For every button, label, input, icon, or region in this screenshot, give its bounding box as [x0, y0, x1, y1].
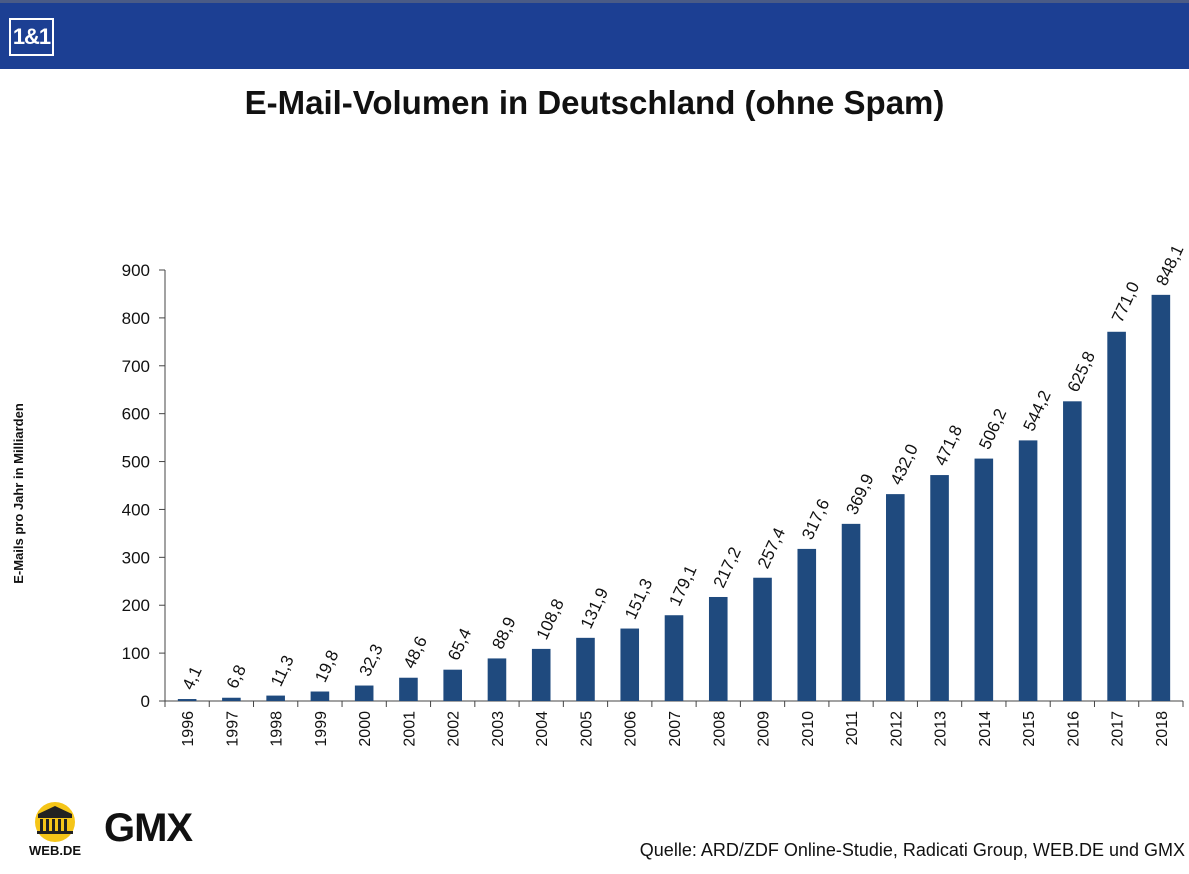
bar-2002 — [443, 669, 462, 701]
x-tick-label-1997: 1997 — [224, 711, 241, 747]
bar-2010 — [797, 548, 817, 701]
x-tick-label-2000: 2000 — [357, 711, 374, 747]
bar-2014 — [974, 458, 994, 701]
x-tick-label-2005: 2005 — [578, 711, 595, 747]
bar-2001 — [399, 677, 418, 701]
y-tick-label: 300 — [122, 548, 150, 567]
data-label-2003: 88,9 — [488, 614, 519, 652]
x-tick-label-1999: 1999 — [313, 711, 330, 747]
data-label-2007: 179,1 — [665, 562, 700, 609]
data-label-2015: 544,2 — [1019, 387, 1054, 434]
bar-2009 — [753, 577, 772, 701]
y-axis-title: E-Mails pro Jahr in Milliarden — [11, 403, 26, 584]
x-tick-label-2011: 2011 — [844, 711, 861, 746]
y-tick-label: 600 — [122, 405, 150, 424]
data-label-2018: 848,1 — [1152, 242, 1187, 289]
webde-logo: WEB.DE — [29, 802, 81, 858]
bar-1999 — [310, 691, 330, 701]
x-tick-label-2010: 2010 — [800, 711, 817, 747]
data-label-2011: 369,9 — [842, 471, 877, 518]
data-label-1998: 11,3 — [267, 652, 298, 689]
bar-2015 — [1018, 440, 1038, 701]
x-tick-label-2013: 2013 — [933, 711, 950, 747]
bar-2005 — [576, 637, 595, 701]
bar-1997 — [222, 697, 241, 701]
header-bar: 1&1 — [0, 0, 1189, 69]
bar-2017 — [1107, 331, 1126, 701]
data-label-2006: 151,3 — [621, 576, 656, 623]
brand-logo: 1&1 — [9, 18, 54, 56]
x-tick-label-2007: 2007 — [667, 711, 684, 747]
bar-2011 — [841, 523, 861, 701]
data-label-2001: 48,6 — [400, 633, 431, 671]
x-tick-label-2002: 2002 — [446, 711, 463, 747]
bar-2018 — [1151, 294, 1171, 701]
data-label-2017: 771,0 — [1108, 279, 1143, 326]
y-tick-label: 900 — [122, 261, 150, 280]
bar-2003 — [487, 658, 507, 701]
data-label-2010: 317,6 — [798, 496, 833, 543]
bar-2006 — [620, 628, 640, 701]
data-label-2008: 217,2 — [710, 544, 745, 591]
data-label-2000: 32,3 — [356, 641, 387, 679]
y-tick-label: 0 — [141, 692, 150, 711]
data-label-1996: 4,1 — [179, 663, 206, 692]
x-tick-label-2012: 2012 — [888, 711, 905, 747]
x-tick-label-2008: 2008 — [711, 711, 728, 747]
bar-2004 — [531, 648, 551, 701]
x-tick-label-2003: 2003 — [490, 711, 507, 747]
x-tick-label-2018: 2018 — [1154, 711, 1171, 747]
x-tick-label-2006: 2006 — [623, 711, 640, 747]
x-tick-label-2004: 2004 — [534, 711, 551, 747]
bar-1996 — [177, 699, 197, 701]
data-label-2016: 625,8 — [1064, 348, 1099, 395]
x-tick-label-1996: 1996 — [180, 711, 197, 747]
bar-2007 — [664, 615, 684, 701]
data-label-1999: 19,8 — [311, 647, 342, 685]
x-tick-label-2001: 2001 — [401, 711, 418, 747]
y-tick-label: 200 — [122, 596, 150, 615]
data-label-2014: 506,2 — [975, 406, 1010, 453]
x-tick-label-2015: 2015 — [1021, 711, 1038, 747]
y-tick-label: 500 — [122, 453, 150, 472]
x-tick-label-2016: 2016 — [1065, 711, 1082, 747]
bar-2000 — [354, 685, 374, 701]
bar-1998 — [266, 695, 285, 701]
data-label-1997: 6,8 — [223, 662, 250, 691]
data-label-2009: 257,4 — [754, 525, 789, 572]
y-tick-label: 100 — [122, 644, 150, 663]
data-label-2004: 108,8 — [533, 596, 568, 643]
data-label-2013: 471,8 — [931, 422, 966, 469]
header-top-line — [0, 0, 1189, 3]
data-label-2002: 65,4 — [444, 625, 475, 663]
gmx-logo: GMX — [104, 806, 193, 850]
data-label-2005: 131,9 — [577, 585, 612, 632]
x-tick-label-2014: 2014 — [977, 711, 994, 747]
bar-2008 — [708, 596, 728, 701]
page-title: E-Mail-Volumen in Deutschland (ohne Spam… — [244, 84, 945, 121]
bar-2012 — [886, 494, 905, 701]
webde-logo-text: WEB.DE — [29, 843, 81, 858]
bar-2016 — [1063, 401, 1082, 701]
y-tick-label: 700 — [122, 357, 150, 376]
y-tick-label: 800 — [122, 309, 150, 328]
x-tick-label-1998: 1998 — [269, 711, 286, 747]
x-tick-label-2017: 2017 — [1110, 711, 1127, 747]
bar-2013 — [930, 475, 949, 701]
y-tick-label: 400 — [122, 500, 150, 519]
x-tick-label-2009: 2009 — [756, 711, 773, 747]
data-label-2012: 432,0 — [887, 441, 922, 488]
source-note: Quelle: ARD/ZDF Online-Studie, Radicati … — [639, 840, 1185, 860]
